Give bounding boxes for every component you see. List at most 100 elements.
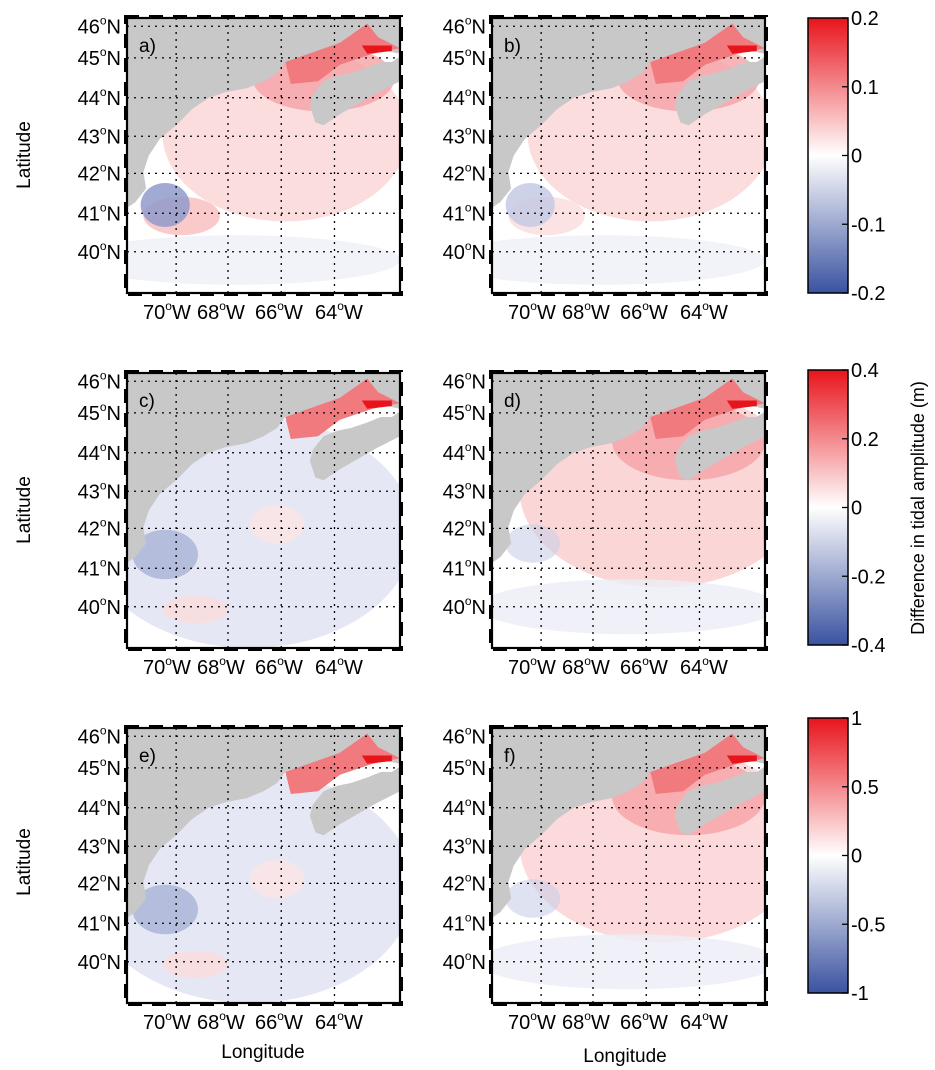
degree-symbol: o	[100, 123, 107, 137]
colorbar-tick-label: 1	[851, 708, 862, 730]
degree-symbol: o	[465, 85, 472, 99]
longitude-tick-label: 68oW	[562, 299, 610, 324]
latitude-tick-label: 45oN	[443, 755, 486, 780]
latitude-tick-label: 41oN	[78, 910, 121, 935]
land-mainland	[127, 18, 400, 208]
degree-symbol: o	[100, 478, 107, 492]
map-panel: d) 46oN 45oN 44oN 43oN 42oN 41oN 40oN 70oW 68oW 66…	[443, 368, 768, 679]
colorbar-title: Difference in tidal amplitude (m)	[908, 381, 928, 635]
longitude-tick-label: 70oW	[508, 299, 556, 324]
longitude-tick-label: 68oW	[197, 1009, 245, 1034]
degree-symbol: o	[277, 654, 284, 668]
longitude-tick-label: 70oW	[143, 1009, 191, 1034]
latitude-tick-label: 46oN	[443, 13, 486, 38]
latitude-tick-label: 44oN	[443, 440, 486, 465]
degree-symbol: o	[465, 440, 472, 454]
degree-symbol: o	[165, 299, 172, 313]
degree-symbol: o	[100, 555, 107, 569]
amplitude-field	[162, 595, 229, 624]
amplitude-field	[140, 183, 190, 227]
latitude-tick-label: 44oN	[78, 795, 121, 820]
map-frame	[490, 726, 767, 1005]
land-mainland	[492, 18, 765, 208]
latitude-tick-label: 42oN	[78, 870, 121, 895]
degree-symbol: o	[584, 299, 591, 313]
degree-symbol: o	[100, 368, 107, 382]
land-mainland	[492, 728, 765, 918]
longitude-tick-label: 64oW	[680, 1009, 728, 1034]
longitude-tick-label: 68oW	[562, 1009, 610, 1034]
colorbar-tick-label: -0.5	[851, 914, 885, 936]
latitude-tick-label: 45oN	[443, 400, 486, 425]
colorbar-scale	[807, 717, 849, 994]
degree-symbol: o	[100, 160, 107, 174]
degree-symbol: o	[530, 1009, 537, 1023]
amplitude-field	[492, 934, 765, 990]
latitude-tick-label: 44oN	[443, 85, 486, 110]
degree-symbol: o	[100, 200, 107, 214]
colorbar-tick-label: 0	[851, 498, 862, 520]
degree-symbol: o	[465, 368, 472, 382]
y-axis-label-row2: Latitude	[14, 476, 35, 544]
latitude-tick-label: 41oN	[443, 555, 486, 580]
bay-of-fundy-field	[650, 378, 765, 439]
map-frame	[125, 726, 402, 1005]
colorbar-tick-label: 0.4	[851, 360, 879, 382]
latitude-tick-label: 40oN	[78, 239, 121, 264]
degree-symbol: o	[465, 795, 472, 809]
colorbar-tick-label: -0.1	[851, 214, 885, 236]
bay-of-fundy-max	[361, 400, 392, 409]
latitude-tick-label: 40oN	[443, 949, 486, 974]
map-frame-stripes	[124, 725, 403, 1006]
longitude-tick-label: 66oW	[620, 299, 668, 324]
amplitude-field	[132, 529, 198, 580]
degree-symbol: o	[530, 654, 537, 668]
longitude-tick-label: 66oW	[255, 1009, 303, 1034]
degree-symbol: o	[100, 85, 107, 99]
degree-symbol: o	[277, 299, 284, 313]
map-frame-stripes	[489, 15, 768, 296]
degree-symbol: o	[465, 723, 472, 737]
y-axis-label-row3: Latitude	[14, 828, 35, 896]
degree-symbol: o	[100, 45, 107, 59]
colorbar-tick-label: 0	[851, 846, 862, 868]
longitude-tick-label: 68oW	[197, 299, 245, 324]
map-frame	[490, 16, 767, 295]
bay-of-fundy-max	[726, 400, 757, 409]
degree-symbol: o	[100, 949, 107, 963]
degree-symbol: o	[465, 555, 472, 569]
latitude-tick-label: 45oN	[78, 400, 121, 425]
latitude-tick-label: 46oN	[78, 13, 121, 38]
colorbar-tick-label: 0.5	[851, 777, 879, 799]
degree-symbol: o	[219, 654, 226, 668]
degree-symbol: o	[465, 833, 472, 847]
colorbar-tick-label: 0.1	[851, 77, 879, 99]
degree-symbol: o	[100, 239, 107, 253]
colorbar-tick-label: -0.2	[851, 566, 885, 588]
map-frame-stripes	[124, 15, 403, 296]
colorbar-scale	[807, 369, 849, 646]
degree-symbol: o	[337, 654, 344, 668]
colorbars: 0.2 0.1 0 -0.1 -0.2 0.4 0.2 0 -0.2 -0.4 1 0.5 0 -0.5 -…	[807, 8, 885, 1005]
axis-labels: Latitude Latitude Latitude Longitude Lon…	[14, 121, 928, 1067]
map-frame	[125, 371, 402, 650]
degree-symbol: o	[465, 755, 472, 769]
amplitude-field	[249, 860, 305, 899]
land-mainland	[492, 373, 765, 563]
latitude-tick-label: 43oN	[443, 478, 486, 503]
land-mainland	[127, 373, 400, 563]
colorbar-tick-label: 0	[851, 146, 862, 168]
degree-symbol: o	[337, 299, 344, 313]
longitude-tick-label: 66oW	[255, 299, 303, 324]
latitude-tick-label: 43oN	[78, 123, 121, 148]
degree-symbol: o	[100, 440, 107, 454]
degree-symbol: o	[465, 45, 472, 59]
map-panel: f) 46oN 45oN 44oN 43oN 42oN 41oN 40oN 70oW 68oW 66…	[443, 723, 768, 1034]
degree-symbol: o	[702, 299, 709, 313]
latitude-tick-label: 42oN	[78, 160, 121, 185]
latitude-tick-label: 45oN	[78, 755, 121, 780]
degree-symbol: o	[100, 755, 107, 769]
latitude-tick-label: 41oN	[78, 200, 121, 225]
map-frame	[490, 371, 767, 650]
